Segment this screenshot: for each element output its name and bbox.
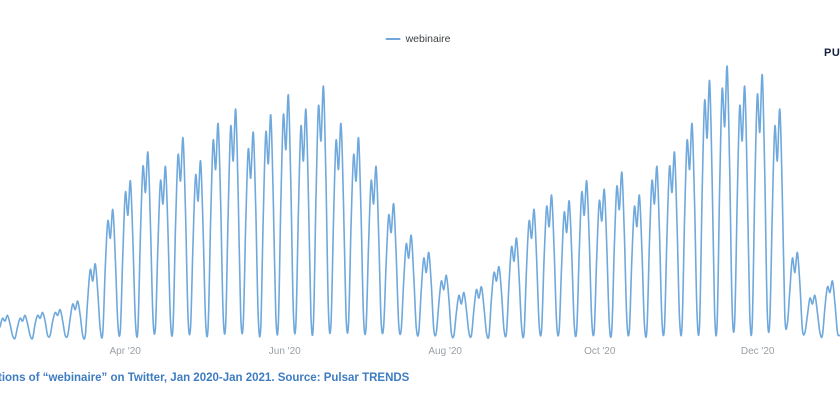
chart-caption: tions of “webinaire” on Twitter, Jan 202… <box>0 372 410 384</box>
x-tick-label: Jun '20 <box>268 346 301 357</box>
pulsar-logo-partial: PU <box>824 47 840 59</box>
legend-label: webinaire <box>405 33 451 45</box>
x-tick-label: Oct '20 <box>584 346 616 357</box>
x-tick-label: Aug '20 <box>428 346 462 357</box>
x-tick-label: Apr '20 <box>109 346 141 357</box>
x-tick-label: Dec '20 <box>740 346 775 357</box>
legend-item-webinaire[interactable]: webinaire <box>385 33 451 45</box>
legend-line-swatch <box>385 38 401 40</box>
x-axis: Apr '20 Jun '20 Aug '20 Oct '20 Dec '20 <box>0 346 840 360</box>
webinaire-series-line <box>0 65 840 340</box>
